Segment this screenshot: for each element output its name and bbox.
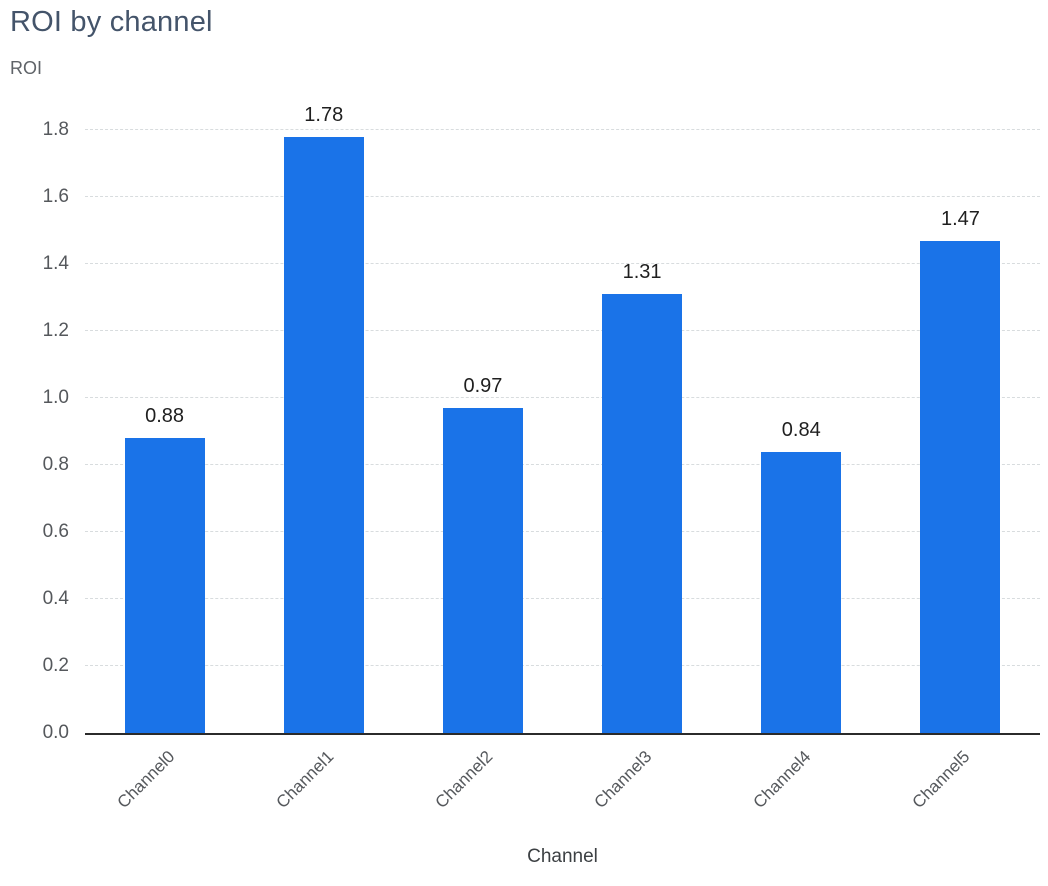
gridline: [85, 129, 1040, 130]
bar-slot: 1.78 Channel1: [244, 104, 403, 812]
y-tick-label: 1.0: [42, 387, 69, 408]
bar-slot: 1.47 Channel5: [881, 130, 1040, 812]
bar-value-label: 0.84: [781, 418, 821, 441]
gridline: [85, 665, 1040, 667]
x-tick-label: Channel0: [113, 747, 179, 812]
bars-container: 0.88 Channel0 1.78 Channel1 0.97 Channel2 1.31…: [85, 104, 1040, 812]
y-tick-label: 0.8: [42, 454, 69, 476]
y-tick-label: 0.4: [42, 588, 69, 610]
bar: [920, 240, 1001, 733]
gridline: [85, 330, 1040, 331]
x-tick-label: Channel3: [590, 747, 656, 812]
gridline: [85, 598, 1040, 600]
y-tick-label: 1.6: [42, 186, 69, 208]
bar-value-label: 1.78: [304, 103, 344, 126]
gridline: [85, 464, 1040, 466]
plot-area: 0.0 0.2 0.4 0.6 0.8 1.0 1.2 1.4 1.6 1.8 0.88 Channe…: [43, 104, 1040, 812]
bar-slot: 0.88 Channel0: [85, 130, 244, 812]
gridline: [85, 196, 1040, 198]
x-axis-label: Channel: [527, 846, 598, 867]
bar-slot: 0.84 Channel4: [722, 130, 881, 812]
y-tick-label: 1.8: [42, 119, 69, 140]
bar: [442, 408, 523, 733]
y-tick-label: 1.2: [42, 320, 69, 341]
y-tick-label: 0.6: [42, 521, 69, 542]
y-axis-label: ROI: [10, 58, 43, 78]
bar-slot: 0.97 Channel2: [403, 130, 562, 812]
gridline: [85, 263, 1040, 264]
x-tick-label: Channel4: [749, 747, 815, 812]
gridline: [85, 397, 1040, 398]
bar-value-label: 0.88: [145, 405, 185, 428]
x-tick-label: Channel1: [272, 747, 338, 812]
y-tick-label: 1.4: [42, 253, 69, 274]
x-tick-label: Channel5: [908, 747, 974, 812]
bar-slot: 1.31 Channel3: [563, 130, 722, 812]
bar-value-label: 0.97: [463, 375, 503, 398]
bar: [124, 438, 205, 733]
bar-value-label: 1.31: [622, 261, 662, 284]
bar: [283, 136, 364, 733]
bar: [761, 451, 842, 733]
y-tick-label: 0.0: [42, 722, 69, 743]
bar: [602, 294, 683, 733]
gridline: [85, 531, 1040, 532]
y-tick-label: 0.2: [42, 655, 69, 677]
x-tick-label: Channel2: [431, 747, 497, 812]
chart-title: ROI by channel: [10, 6, 213, 38]
bar-value-label: 1.47: [940, 207, 980, 230]
